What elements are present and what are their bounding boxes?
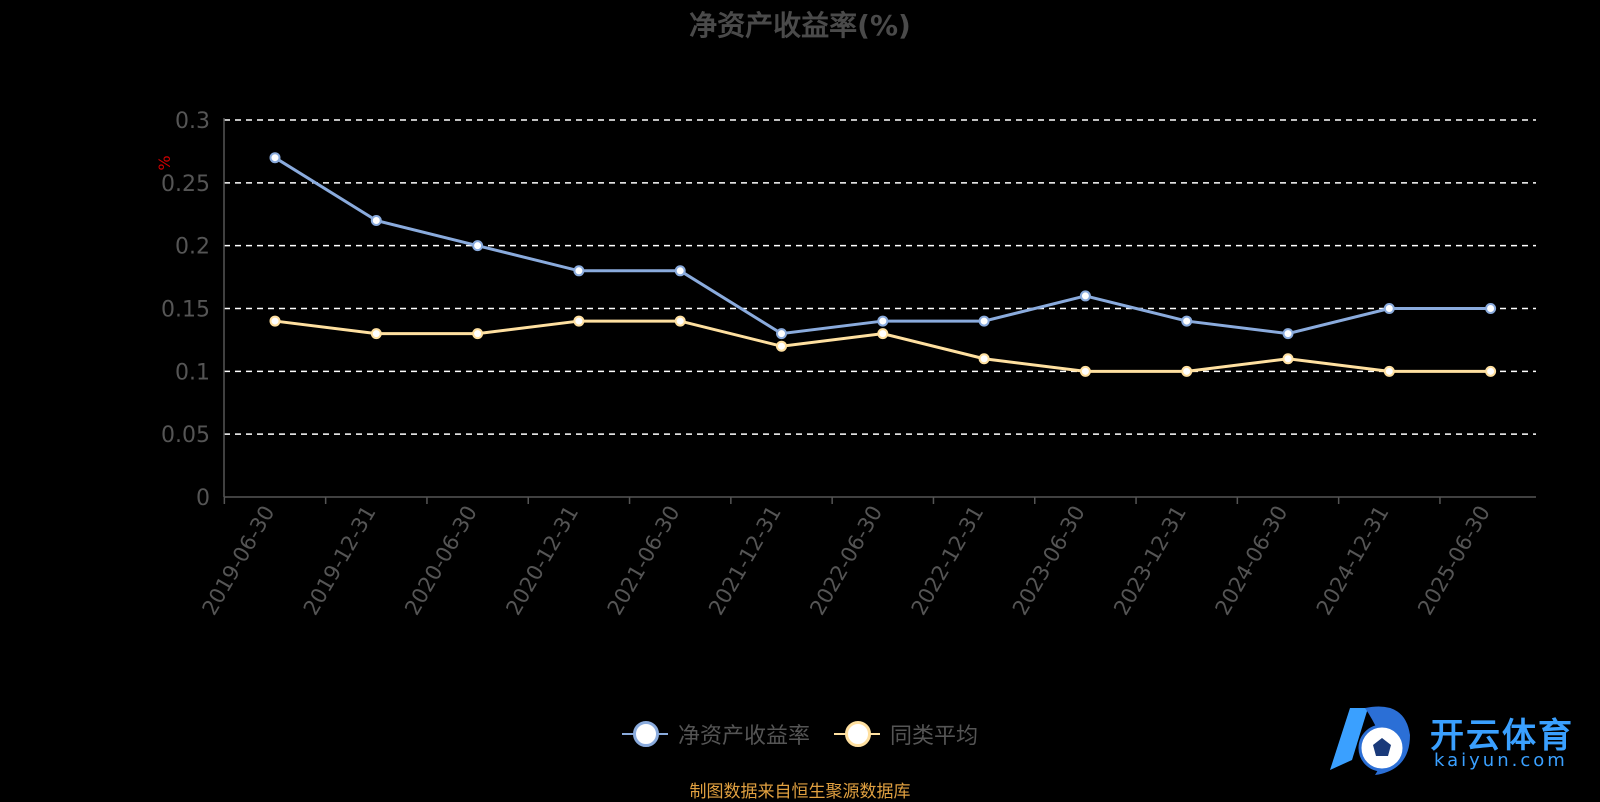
series-1-point [674, 315, 686, 327]
series-1-point [776, 340, 787, 352]
legend-swatch-roe [621, 721, 668, 747]
y-tick-label: 0.3 [175, 109, 210, 134]
x-tick-label: 2021-06-30 [603, 502, 685, 620]
series-0-point [978, 315, 990, 327]
series-1-point [978, 353, 990, 365]
legend-swatch-peer-avg [834, 721, 880, 747]
series-0-point [776, 328, 787, 340]
series-0-point [370, 215, 382, 227]
series-1-point [1282, 353, 1294, 365]
series-0-point [1485, 303, 1497, 314]
x-tick-label: 2024-06-30 [1211, 502, 1293, 620]
source-note: 制图数据来自恒生聚源数据库 [689, 782, 911, 802]
x-tick-label: 2025-06-30 [1413, 502, 1495, 620]
series-1-point [1079, 365, 1091, 377]
series-1-point [1485, 365, 1497, 377]
y-tick-label: 0.25 [161, 172, 210, 197]
x-tick-label: 2021-12-31 [704, 502, 786, 620]
series-0-point [1181, 315, 1193, 327]
x-tick-label: 2023-06-30 [1008, 502, 1090, 620]
series-0-point [1383, 303, 1395, 314]
y-tick-label: 0.2 [175, 235, 210, 260]
legend: 净资产收益率 同类平均 [0, 718, 1600, 750]
x-tick-label: 2020-12-31 [501, 502, 583, 620]
series-1-point [472, 328, 484, 340]
series-0-point [573, 265, 585, 277]
series-1-point [573, 315, 585, 327]
series-0-point [1079, 290, 1091, 302]
x-tick-label: 2019-06-30 [198, 502, 280, 620]
series-0-point [269, 152, 281, 164]
series-0-point [877, 315, 889, 327]
series-1-point [370, 328, 382, 340]
series-1-point [1181, 365, 1193, 377]
x-tick-label: 2024-12-31 [1312, 502, 1394, 620]
y-tick-label: 0.1 [175, 360, 210, 385]
series-0-point [674, 265, 686, 277]
y-axis-label: % [155, 155, 174, 170]
y-tick-label: 0 [196, 486, 210, 511]
brand-logo: 开云体育 kaiyun.com [1310, 700, 1590, 780]
x-tick-label: 2019-12-31 [299, 502, 381, 620]
legend-label-peer-avg: 同类平均 [890, 724, 979, 749]
series-1-point [269, 315, 281, 327]
x-tick-label: 2023-12-31 [1109, 502, 1191, 620]
logo-icon [1330, 706, 1410, 775]
legend-item-roe[interactable]: 净资产收益率 [621, 718, 810, 750]
series-0-point [472, 240, 484, 252]
chart-title: 净资产收益率(%) [689, 9, 911, 42]
y-tick-label: 0.15 [161, 298, 210, 323]
logo-sub: kaiyun.com [1434, 750, 1568, 771]
x-tick-label: 2022-06-30 [805, 502, 887, 620]
logo-name: 开云体育 [1430, 716, 1574, 756]
x-tick-label: 2020-06-30 [400, 501, 482, 619]
series-0-point [1282, 328, 1294, 340]
x-tick-label: 2022-12-31 [907, 502, 989, 620]
series-1-point [1383, 365, 1395, 377]
legend-label-roe: 净资产收益率 [677, 724, 810, 749]
y-tick-label: 0.05 [161, 423, 210, 448]
series-1-point [877, 328, 889, 340]
legend-item-peer-avg[interactable]: 同类平均 [834, 718, 978, 750]
